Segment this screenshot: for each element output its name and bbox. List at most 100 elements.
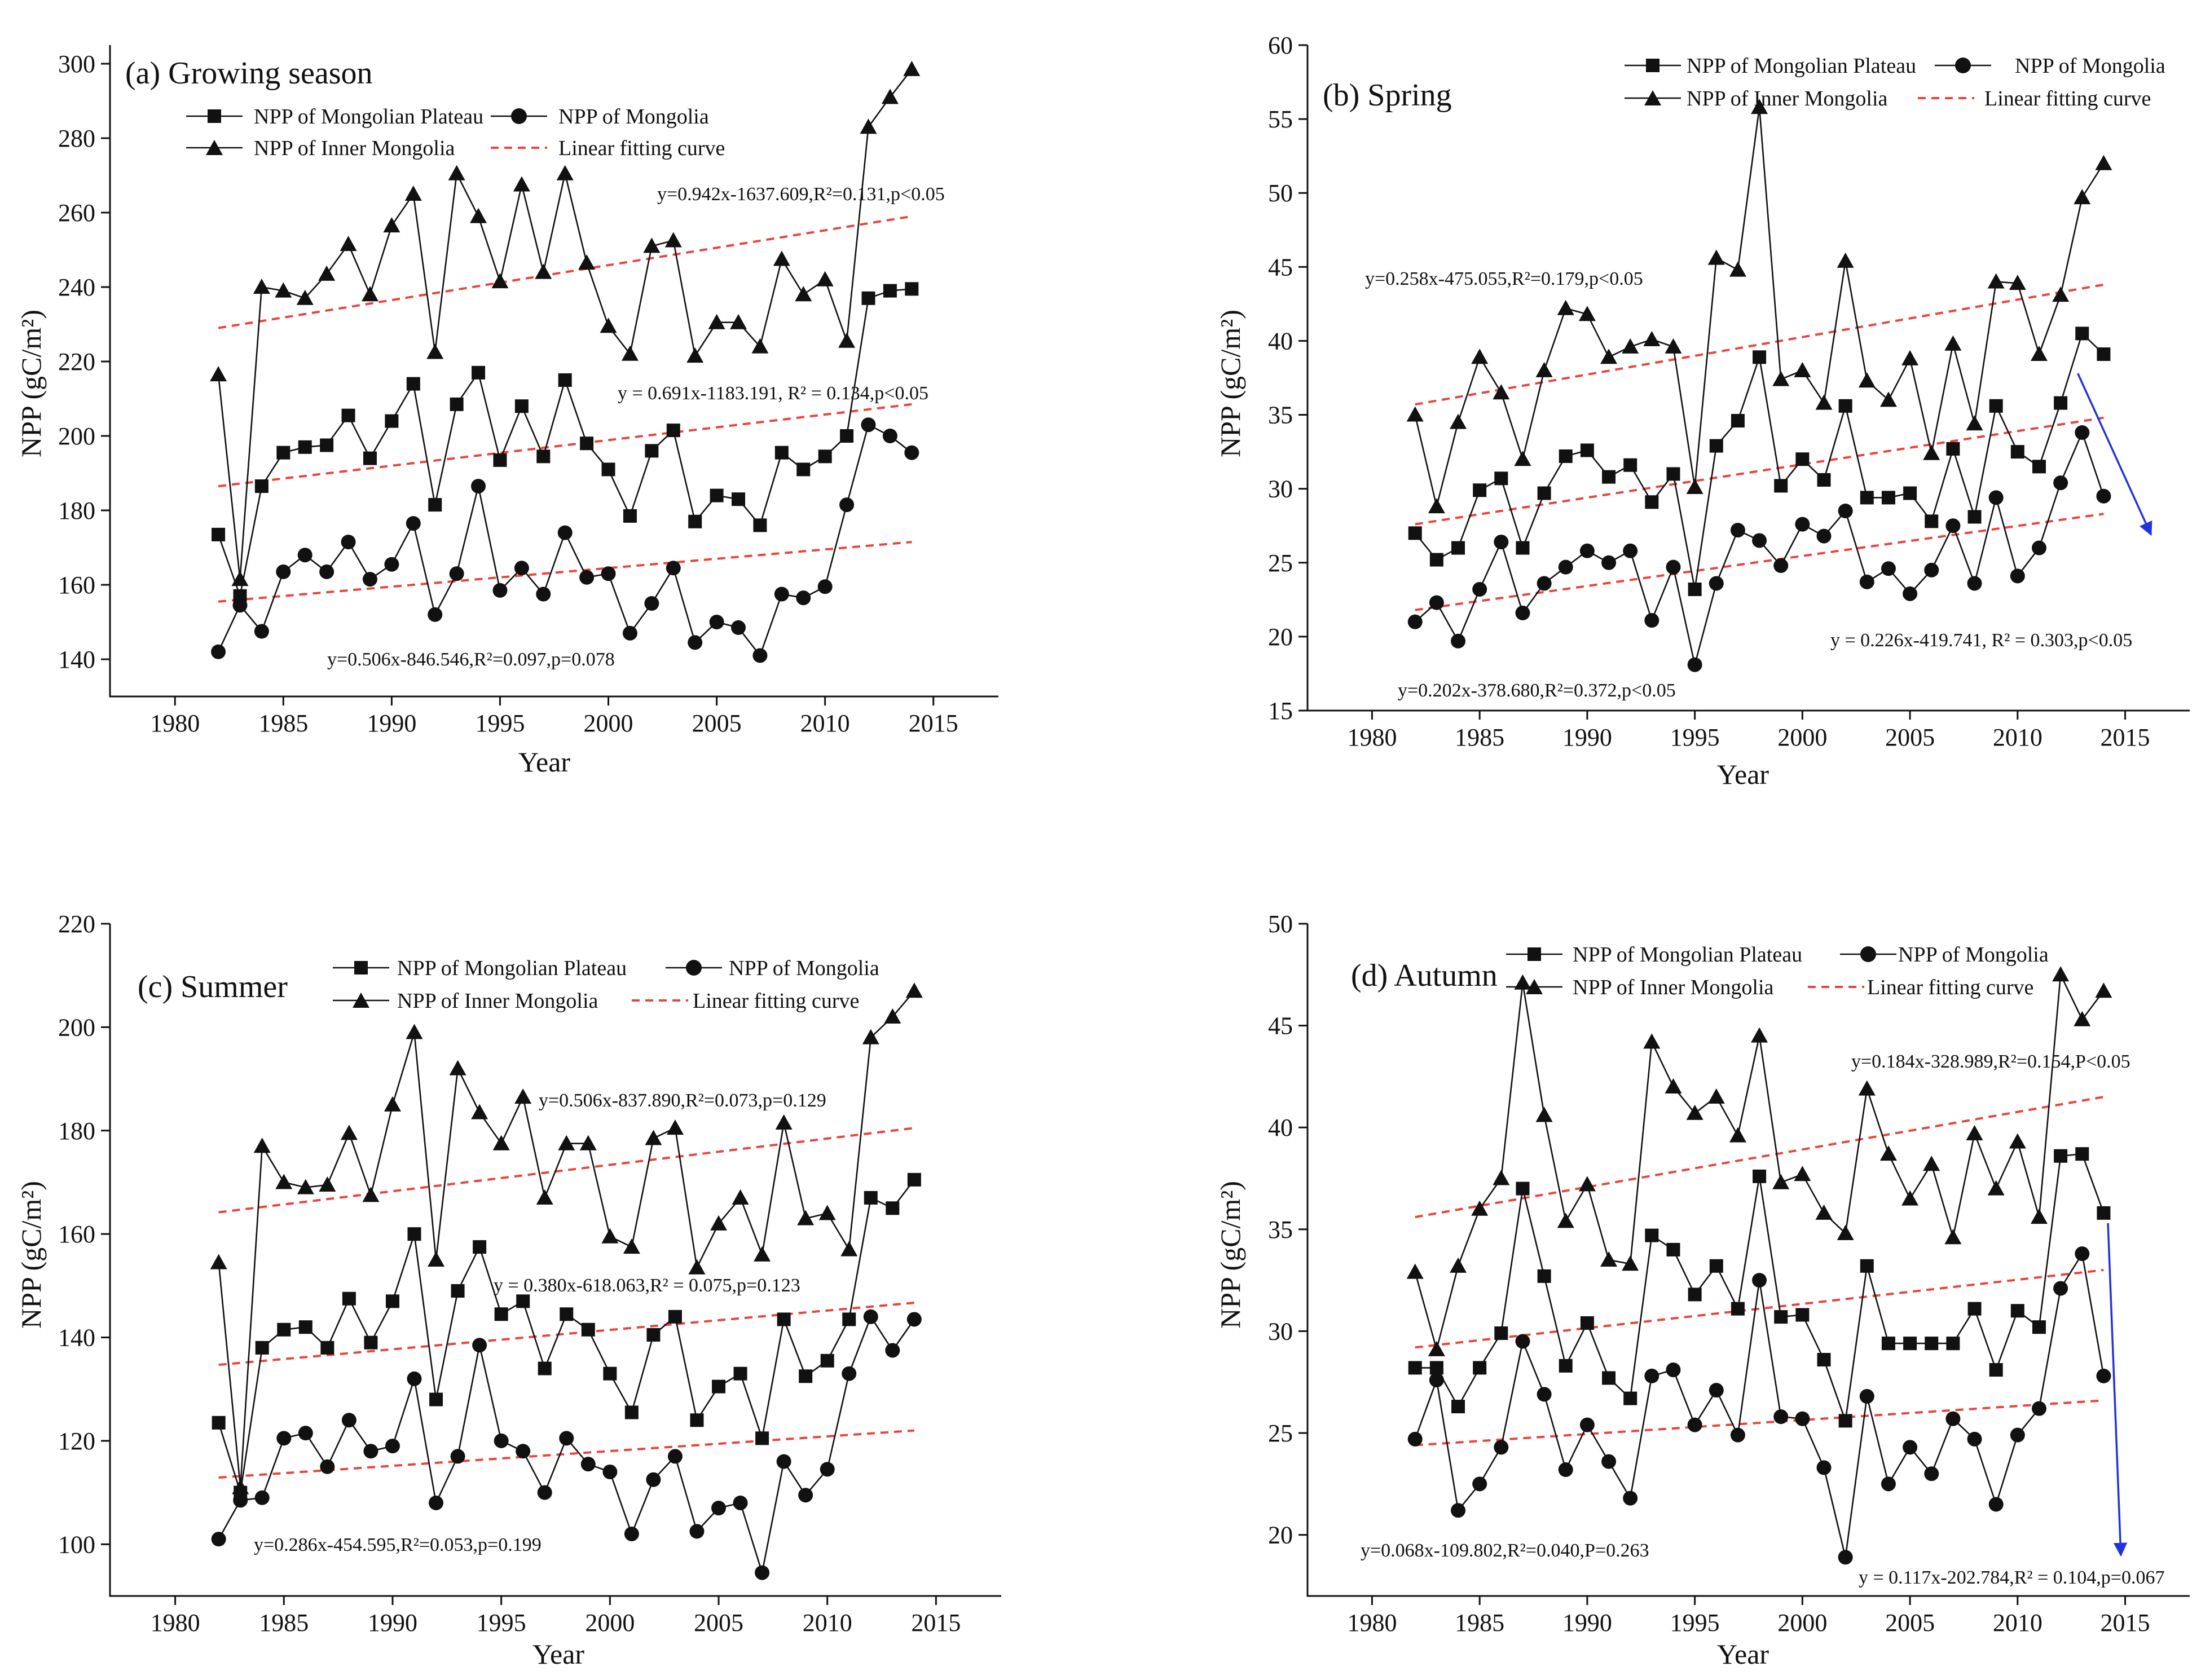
y-tick-label: 220: [58, 910, 95, 938]
data-point-circle: [1730, 523, 1745, 538]
data-point-square: [712, 1379, 726, 1394]
data-point-square: [1925, 514, 1939, 528]
data-point-circle: [820, 1462, 835, 1477]
data-point-circle: [429, 1495, 444, 1510]
data-point-square: [538, 1361, 552, 1375]
data-point-square: [1989, 399, 2003, 413]
data-point-triangle: [1643, 330, 1661, 346]
data-point-triangle: [1686, 1104, 1703, 1120]
data-point-square: [2097, 1206, 2111, 1220]
data-point-square: [428, 498, 442, 512]
legend-circle-marker: [686, 960, 702, 976]
data-point-circle: [1816, 528, 1832, 544]
panel-a-axes: [109, 45, 998, 698]
data-point-triangle: [231, 571, 249, 587]
data-point-square: [1537, 486, 1551, 500]
data-point-circle: [1429, 595, 1444, 610]
data-point-triangle: [1729, 261, 1746, 277]
data-point-circle: [667, 1449, 683, 1464]
panel-c-xlabel: Year: [532, 1638, 584, 1670]
y-tick-label: 50: [1268, 910, 1293, 938]
x-tick-label: 2000: [584, 709, 633, 737]
data-point-square: [1451, 1400, 1465, 1414]
data-point-circle: [211, 644, 226, 659]
data-point-circle: [2010, 568, 2025, 584]
data-point-square: [1645, 1228, 1659, 1242]
data-point-square: [494, 1307, 508, 1321]
data-point-square: [645, 444, 659, 458]
data-point-square: [1623, 1391, 1637, 1405]
fit-equation-plateau: y = 0.691x-1183.191, R² = 0.134,p<0.05: [618, 383, 928, 404]
data-point-triangle: [340, 1125, 358, 1140]
data-point-square: [1408, 526, 1422, 540]
data-point-square: [690, 1413, 704, 1427]
y-tick-label: 300: [58, 50, 95, 78]
data-point-triangle: [1987, 273, 2005, 289]
data-point-triangle: [1600, 349, 1618, 364]
data-point-square: [364, 1335, 378, 1350]
data-point-triangle: [2095, 155, 2112, 170]
legend-label-plateau: NPP of Mongolian Plateau: [1573, 943, 1802, 967]
data-point-circle: [2075, 425, 2090, 440]
fit-equation-inner: y=0.506x-837.890,R²=0.073,p=0.129: [539, 1090, 826, 1111]
series-line-mongolia: [217, 424, 913, 658]
y-tick-label: 180: [58, 497, 95, 524]
data-point-circle: [407, 1371, 422, 1386]
data-point-triangle: [643, 237, 661, 253]
y-tick-label: 140: [58, 1324, 95, 1352]
x-tick-label: 2000: [585, 1609, 635, 1637]
x-tick-label: 2005: [692, 709, 742, 737]
data-point-triangle: [666, 1119, 684, 1135]
x-tick-label: 2015: [2101, 1609, 2150, 1637]
data-point-triangle: [1858, 1080, 1876, 1096]
data-point-square: [1903, 486, 1917, 500]
y-tick-label: 25: [1268, 549, 1293, 577]
data-point-square: [406, 377, 420, 391]
x-tick-label: 1990: [1562, 1609, 1612, 1637]
data-point-square: [1473, 1361, 1487, 1375]
data-point-square: [1623, 458, 1637, 472]
x-tick-label: 1985: [258, 709, 308, 737]
y-tick-label: 30: [1268, 475, 1293, 503]
data-point-circle: [1773, 558, 1789, 574]
data-point-square: [774, 446, 789, 460]
data-point-square: [666, 424, 680, 438]
data-point-circle: [1407, 1431, 1423, 1447]
data-point-square: [1753, 1169, 1767, 1183]
legend-triangle-marker: [1644, 90, 1661, 105]
data-point-circle: [1709, 1383, 1724, 1398]
data-point-triangle: [860, 118, 877, 134]
panel-a-legend: NPP of Mongolian Plateau NPP of Mongolia…: [186, 105, 725, 160]
data-point-circle: [885, 1343, 900, 1358]
series-line-inner: [218, 990, 915, 1488]
data-point-triangle: [275, 1174, 293, 1189]
data-point-circle: [1687, 657, 1702, 672]
y-tick-label: 180: [58, 1117, 95, 1145]
data-point-triangle: [903, 60, 921, 76]
data-point-circle: [711, 1501, 727, 1516]
data-point-square: [298, 1320, 312, 1334]
legend-label-mongolia: NPP of Mongolia: [558, 105, 709, 129]
data-point-triangle: [1772, 371, 1790, 386]
data-point-square: [255, 1341, 269, 1355]
x-tick-label: 2010: [800, 709, 850, 737]
legend-label-mongolia: NPP of Mongolia: [729, 956, 879, 980]
data-point-triangle: [601, 1228, 619, 1244]
data-point-triangle: [1944, 335, 1962, 351]
data-point-circle: [1623, 543, 1638, 558]
data-point-triangle: [751, 338, 769, 354]
data-point-circle: [1472, 581, 1487, 597]
x-tick-label: 1995: [475, 709, 525, 737]
data-point-circle: [624, 1526, 639, 1541]
y-tick-label: 50: [1268, 179, 1293, 207]
data-point-triangle: [1794, 361, 1811, 377]
panel-a-title: (a) Growing season: [125, 56, 373, 91]
data-point-square: [1666, 467, 1680, 481]
panel-b-axes: [1306, 45, 2190, 712]
panel-b-xlabel: Year: [1717, 759, 1769, 790]
data-point-circle: [2053, 1281, 2068, 1296]
data-point-square: [1559, 1359, 1573, 1373]
data-point-circle: [1666, 1362, 1681, 1378]
data-point-circle: [2096, 1368, 2111, 1383]
data-point-circle: [384, 557, 399, 572]
